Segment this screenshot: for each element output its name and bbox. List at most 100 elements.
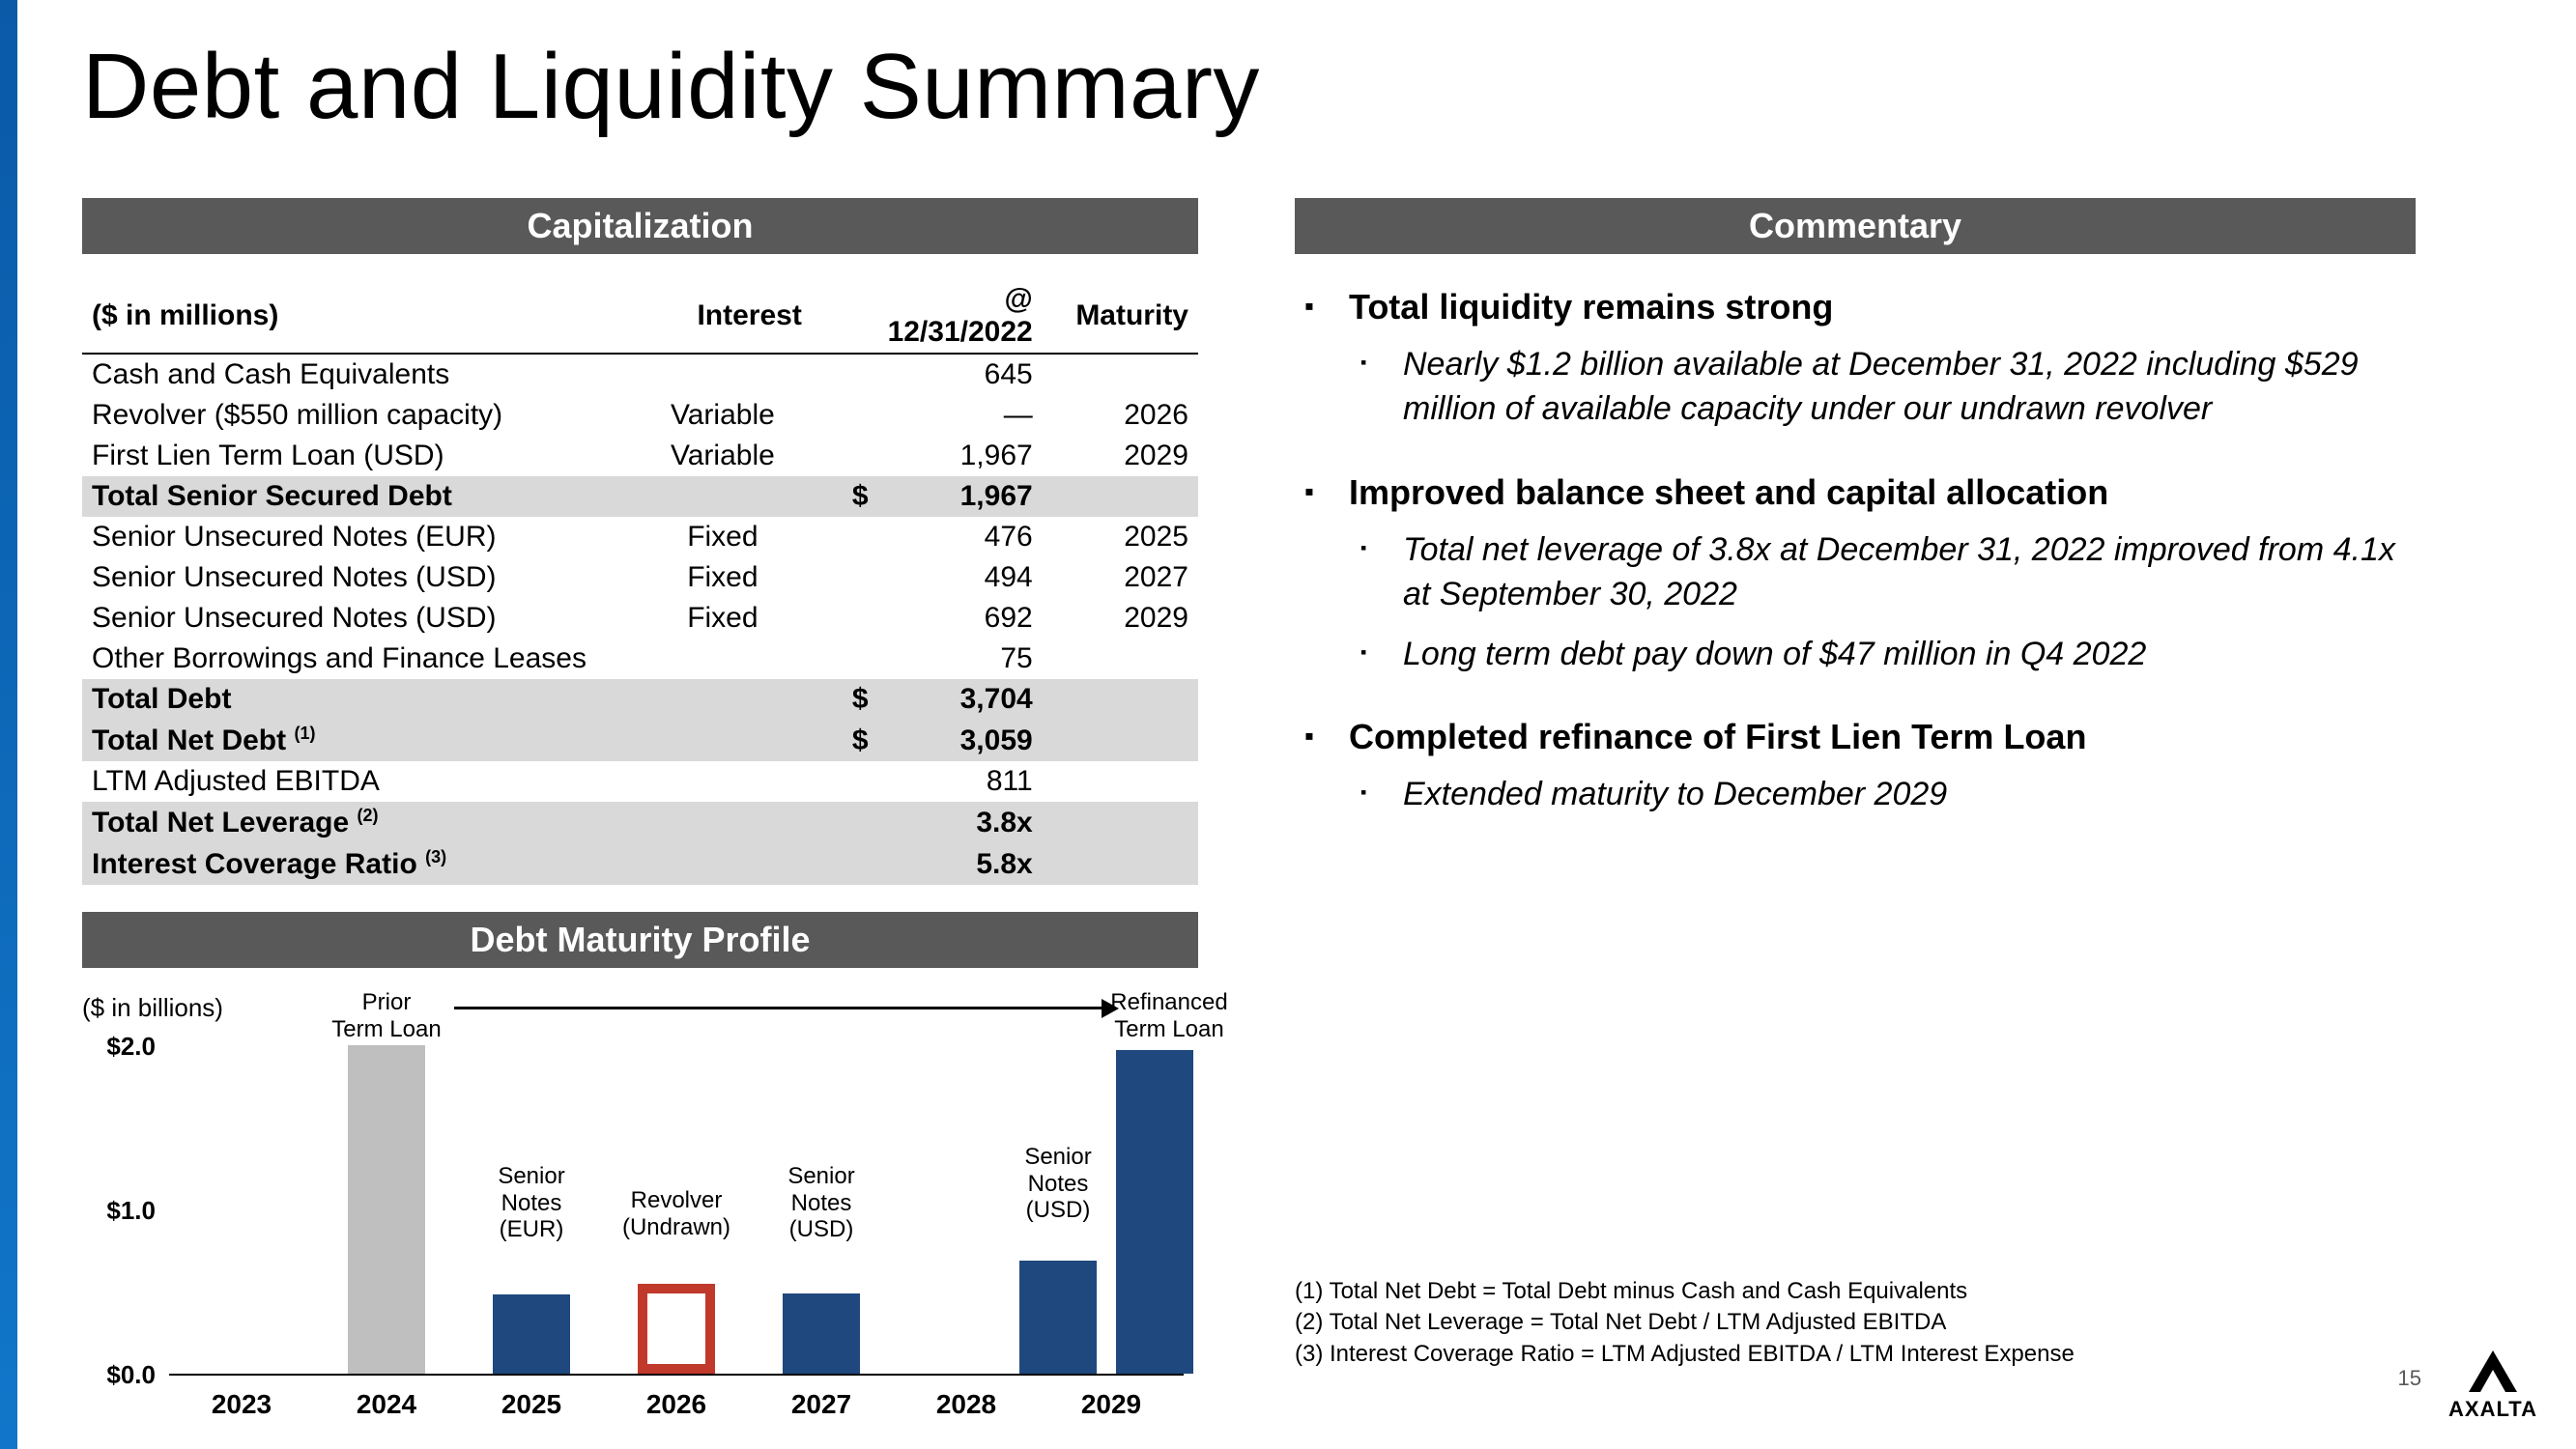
- cap-cell: $: [812, 476, 878, 517]
- cap-cell: [1043, 843, 1198, 885]
- cap-cell: 2027: [1043, 557, 1198, 598]
- maturity-chart: ($ in billions) 202320242025202620272028…: [82, 980, 1198, 1443]
- cap-cell: Senior Unsecured Notes (USD): [82, 598, 634, 639]
- sub-list: Nearly $1.2 billion available at Decembe…: [1349, 343, 2416, 432]
- bullet-title: Total liquidity remains strong: [1349, 287, 1833, 327]
- accent-bar: [0, 0, 17, 1449]
- right-column: Commentary Total liquidity remains stron…: [1295, 198, 2416, 858]
- cap-cell: 2026: [1043, 395, 1198, 436]
- cap-row: Total Net Leverage (2) 3.8x: [82, 802, 1198, 843]
- cap-cell: Cash and Cash Equivalents: [82, 354, 634, 395]
- cap-row: Interest Coverage Ratio (3) 5.8x: [82, 843, 1198, 885]
- cap-row: Revolver ($550 million capacity)Variable…: [82, 395, 1198, 436]
- cap-cell: Fixed: [634, 517, 812, 557]
- cap-cell: [634, 679, 812, 720]
- chart-unit-label: ($ in billions): [82, 993, 223, 1023]
- sub-bullet: Nearly $1.2 billion available at Decembe…: [1349, 343, 2416, 432]
- cap-cell: —: [878, 395, 1043, 436]
- cap-col-header: Interest: [634, 279, 812, 354]
- x-axis: [169, 1374, 1184, 1376]
- cap-cell: 645: [878, 354, 1043, 395]
- chart-annotation: RefinancedTerm Loan: [1102, 989, 1237, 1042]
- cap-cell: 2029: [1043, 436, 1198, 476]
- footnote-line: (1) Total Net Debt = Total Debt minus Ca…: [1295, 1276, 2358, 1307]
- cap-cell: [1043, 354, 1198, 395]
- cap-cell: 2029: [1043, 598, 1198, 639]
- sub-bullet: Extended maturity to December 2029: [1349, 773, 2416, 817]
- chart-annotation: Revolver(Undrawn): [609, 1187, 744, 1240]
- cap-cell: 3,059: [878, 720, 1043, 761]
- cap-col-header: Maturity: [1043, 279, 1198, 354]
- cap-row: First Lien Term Loan (USD)Variable1,9672…: [82, 436, 1198, 476]
- cap-cell: Fixed: [634, 598, 812, 639]
- x-tick-label: 2027: [763, 1389, 879, 1420]
- cap-cell: 2025: [1043, 517, 1198, 557]
- cap-cell: 811: [878, 761, 1043, 802]
- maturity-block: Debt Maturity Profile ($ in billions) 20…: [82, 912, 1198, 1443]
- cap-cell: [1043, 639, 1198, 679]
- cap-cell: [812, 354, 878, 395]
- cap-cell: Total Net Debt (1): [82, 720, 634, 761]
- cap-cell: Senior Unsecured Notes (EUR): [82, 517, 634, 557]
- cap-row: Senior Unsecured Notes (USD)Fixed4942027: [82, 557, 1198, 598]
- cap-cell: [634, 476, 812, 517]
- maturity-header: Debt Maturity Profile: [82, 912, 1198, 968]
- commentary-header: Commentary: [1295, 198, 2416, 254]
- cap-cell: [1043, 679, 1198, 720]
- cap-cell: 1,967: [878, 476, 1043, 517]
- footnote-line: (3) Interest Coverage Ratio = LTM Adjust…: [1295, 1339, 2358, 1370]
- x-tick-label: 2028: [908, 1389, 1024, 1420]
- cap-cell: [812, 761, 878, 802]
- chart-plot: 2023202420252026202720282029PriorTerm Lo…: [169, 1047, 1184, 1376]
- cap-row: Total Debt$3,704: [82, 679, 1198, 720]
- cap-cell: Revolver ($550 million capacity): [82, 395, 634, 436]
- logo-icon: [2459, 1349, 2527, 1397]
- cap-cell: Total Senior Secured Debt: [82, 476, 634, 517]
- x-tick-label: 2025: [473, 1389, 589, 1420]
- cap-cell: [812, 843, 878, 885]
- sub-bullet: Total net leverage of 3.8x at December 3…: [1349, 528, 2416, 617]
- cap-cell: $: [812, 720, 878, 761]
- cap-cell: [812, 517, 878, 557]
- y-tick-label: $1.0: [88, 1196, 156, 1226]
- cap-cell: [812, 557, 878, 598]
- cap-cell: Fixed: [634, 557, 812, 598]
- cap-col-header: ($ in millions): [82, 279, 634, 354]
- capitalization-table: ($ in millions)Interest @ 12/31/2022Matur…: [82, 279, 1198, 885]
- sub-list: Extended maturity to December 2029: [1349, 773, 2416, 817]
- chart-bar: [348, 1045, 425, 1374]
- cap-cell: [634, 639, 812, 679]
- cap-cell: [634, 843, 812, 885]
- cap-cell: 5.8x: [878, 843, 1043, 885]
- cap-row: Total Senior Secured Debt $1,967: [82, 476, 1198, 517]
- x-tick-label: 2023: [184, 1389, 300, 1420]
- cap-cell: 494: [878, 557, 1043, 598]
- cap-col-header: @ 12/31/2022: [878, 279, 1043, 354]
- logo: AXALTA: [2448, 1349, 2537, 1422]
- commentary-bullet: Improved balance sheet and capital alloc…: [1295, 472, 2416, 677]
- cap-row: Senior Unsecured Notes (USD)Fixed 6922029: [82, 598, 1198, 639]
- cap-cell: 3.8x: [878, 802, 1043, 843]
- cap-cell: [1043, 476, 1198, 517]
- cap-cell: 476: [878, 517, 1043, 557]
- logo-text: AXALTA: [2448, 1397, 2537, 1422]
- cap-cell: [812, 639, 878, 679]
- cap-cell: [634, 761, 812, 802]
- footnotes: (1) Total Net Debt = Total Debt minus Ca…: [1295, 1276, 2358, 1370]
- cap-cell: [634, 802, 812, 843]
- cap-row: Cash and Cash Equivalents 645: [82, 354, 1198, 395]
- cap-cell: LTM Adjusted EBITDA: [82, 761, 634, 802]
- cap-cell: Total Net Leverage (2): [82, 802, 634, 843]
- cap-cell: 1,967: [878, 436, 1043, 476]
- bullet-title: Improved balance sheet and capital alloc…: [1349, 472, 2108, 512]
- cap-cell: [1043, 720, 1198, 761]
- cap-row: Senior Unsecured Notes (EUR)Fixed 4762025: [82, 517, 1198, 557]
- cap-cell: Variable: [634, 395, 812, 436]
- chart-bar: [638, 1284, 715, 1375]
- bullet-title: Completed refinance of First Lien Term L…: [1349, 717, 2086, 756]
- y-tick-label: $2.0: [88, 1032, 156, 1062]
- cap-cell: Interest Coverage Ratio (3): [82, 843, 634, 885]
- cap-cell: 3,704: [878, 679, 1043, 720]
- x-tick-label: 2026: [618, 1389, 734, 1420]
- cap-cell: 692: [878, 598, 1043, 639]
